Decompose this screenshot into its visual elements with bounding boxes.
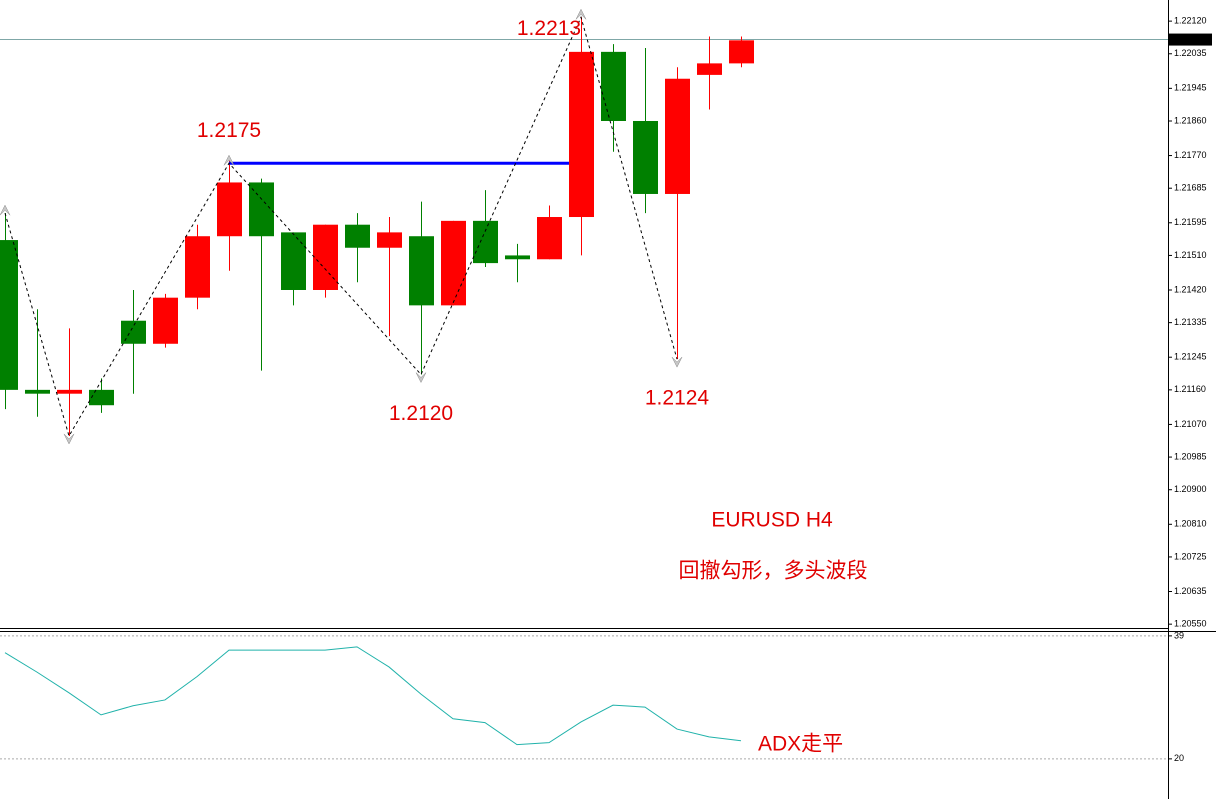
- adx-line: [4, 646, 742, 746]
- y-tick-label: 1.21070: [1174, 419, 1207, 429]
- annotation: EURUSD H4: [711, 509, 833, 532]
- candle-body: [729, 40, 754, 64]
- candle-body: [537, 217, 562, 260]
- candle-body: [185, 236, 210, 298]
- candle-body: [601, 51, 626, 121]
- candle-body: [313, 224, 338, 290]
- y-tick-label: 1.21595: [1174, 217, 1207, 227]
- fractal-arrow: [223, 154, 235, 166]
- y-tick-label: 1.21510: [1174, 250, 1207, 260]
- value-label: 1.2175: [197, 119, 261, 142]
- y-tick-label: 1.22120: [1174, 16, 1207, 26]
- candle-body: [153, 297, 178, 344]
- value-label: 1.2124: [645, 387, 710, 410]
- candle-body: [89, 389, 114, 406]
- candle-body: [25, 389, 50, 394]
- last-price-box: [1169, 33, 1212, 46]
- candle-body: [377, 232, 402, 248]
- candle-body: [409, 236, 434, 306]
- candle-body: [473, 220, 498, 264]
- candle-body: [505, 255, 530, 260]
- candle-body: [569, 51, 594, 218]
- y-tick-label: 1.21860: [1174, 115, 1207, 125]
- fractal-arrow: [575, 8, 587, 20]
- y-tick-label: 1.20985: [1174, 451, 1207, 461]
- y-tick-label: 1.21945: [1174, 83, 1207, 93]
- fractal-arrow: [0, 204, 11, 216]
- candle-body: [345, 224, 370, 248]
- value-label: 1.2213: [517, 17, 581, 40]
- candle-body: [217, 182, 242, 237]
- zigzag-line: [4, 15, 678, 438]
- candle-body: [249, 182, 274, 237]
- candle-body: [441, 220, 466, 306]
- value-label: 1.2120: [389, 402, 453, 425]
- y-tick-label: 1.20635: [1174, 586, 1207, 596]
- last-price-label: 1.22072: [1174, 34, 1207, 44]
- y-tick-label: 1.22035: [1174, 48, 1207, 58]
- y-tick-label: 1.20810: [1174, 519, 1207, 529]
- candle-body: [697, 63, 722, 75]
- candle-body: [0, 240, 18, 390]
- y-tick-label: 1.21420: [1174, 284, 1207, 294]
- y-tick-label: 1.20900: [1174, 484, 1207, 494]
- candle-body: [281, 232, 306, 290]
- y-tick-label: 1.20550: [1174, 619, 1207, 629]
- y-tick-label: 1.21770: [1174, 150, 1207, 160]
- fractal-arrow: [415, 372, 427, 384]
- annotation: 回撤勾形，多头波段: [679, 560, 868, 583]
- fractal-arrow: [671, 356, 683, 368]
- candle-body: [665, 78, 690, 194]
- fractal-arrow: [63, 433, 75, 445]
- y-tick-label: 1.21685: [1174, 183, 1207, 193]
- y-tick-label: 1.21160: [1174, 384, 1206, 394]
- annotation: ADX走平: [758, 733, 843, 756]
- candle-body: [633, 120, 658, 194]
- y-tick-label: 1.21335: [1174, 317, 1207, 327]
- y-tick-label: 39: [1174, 630, 1184, 640]
- candle-body: [121, 320, 146, 344]
- y-tick-label: 1.20725: [1174, 551, 1207, 561]
- candle-body: [57, 389, 82, 394]
- y-tick-label: 20: [1174, 753, 1184, 763]
- y-tick-label: 1.21245: [1174, 352, 1207, 362]
